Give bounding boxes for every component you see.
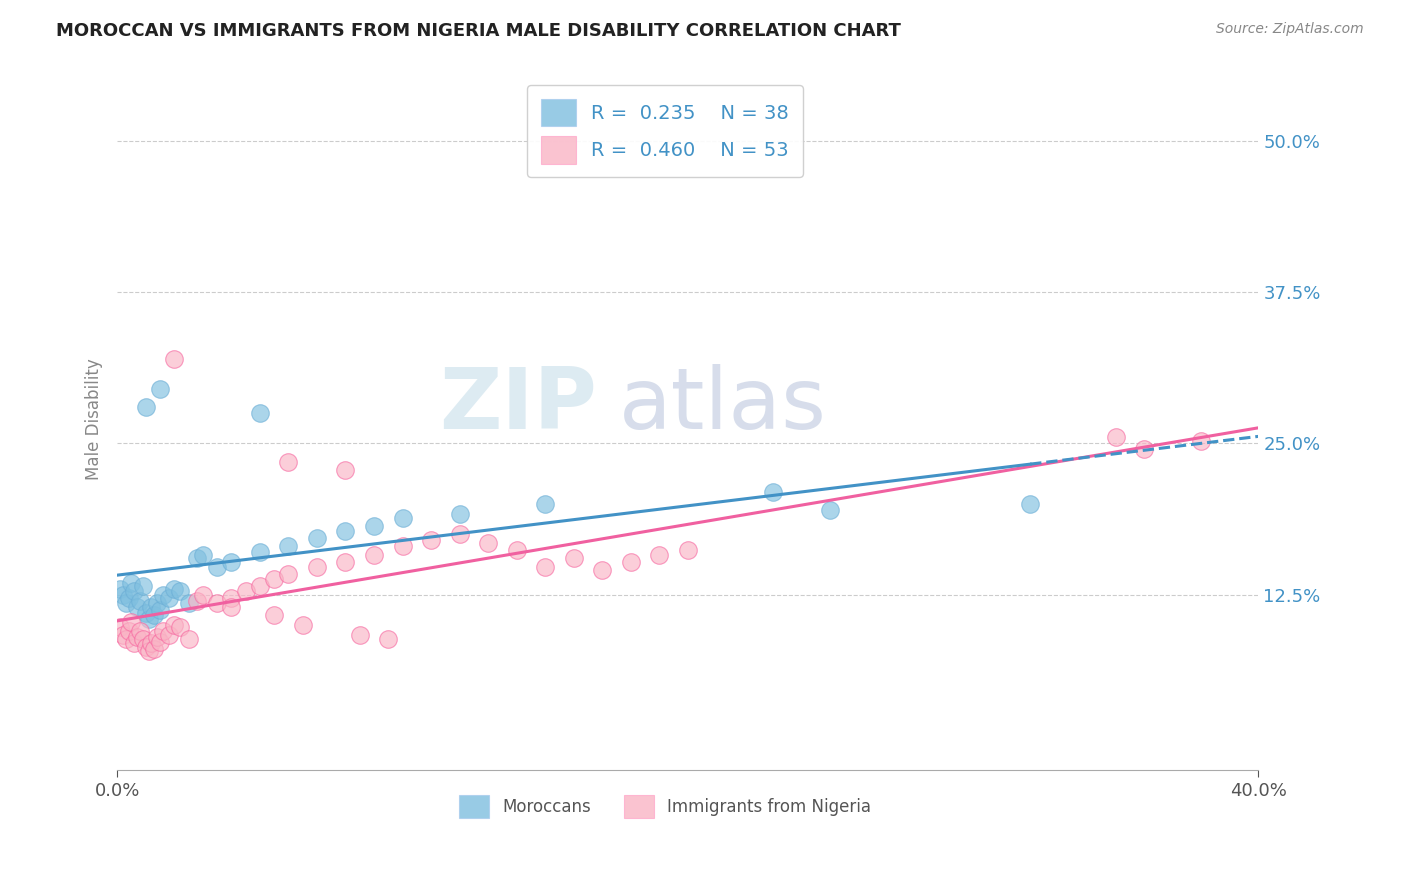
- Point: [146, 630, 169, 644]
- Point: [141, 599, 163, 614]
- Point: [111, 627, 134, 641]
- Point: [152, 588, 174, 602]
- Point: [477, 535, 499, 549]
- Point: [249, 545, 271, 559]
- Point: [335, 524, 357, 538]
- Point: [157, 627, 180, 641]
- Point: [117, 624, 139, 638]
- Point: [146, 596, 169, 610]
- Point: [205, 596, 228, 610]
- Point: [191, 548, 214, 562]
- Point: [111, 588, 134, 602]
- Point: [349, 627, 371, 641]
- Text: ZIP: ZIP: [439, 364, 596, 447]
- Point: [135, 640, 157, 654]
- Point: [129, 593, 152, 607]
- Point: [177, 596, 200, 610]
- Point: [120, 615, 142, 630]
- Point: [249, 406, 271, 420]
- Point: [221, 591, 243, 606]
- Point: [186, 551, 208, 566]
- Point: [163, 351, 186, 366]
- Point: [221, 599, 243, 614]
- Point: [249, 579, 271, 593]
- Point: [114, 596, 136, 610]
- Point: [127, 599, 149, 614]
- Point: [135, 606, 157, 620]
- Point: [391, 511, 413, 525]
- Legend: Moroccans, Immigrants from Nigeria: Moroccans, Immigrants from Nigeria: [451, 788, 877, 825]
- Point: [620, 555, 643, 569]
- Point: [449, 527, 471, 541]
- Point: [169, 620, 191, 634]
- Point: [277, 567, 299, 582]
- Point: [138, 612, 160, 626]
- Point: [132, 579, 155, 593]
- Point: [391, 539, 413, 553]
- Point: [534, 559, 557, 574]
- Point: [132, 632, 155, 647]
- Point: [1189, 434, 1212, 448]
- Point: [420, 533, 443, 548]
- Point: [363, 548, 385, 562]
- Point: [762, 484, 785, 499]
- Point: [221, 555, 243, 569]
- Point: [335, 555, 357, 569]
- Point: [1133, 442, 1156, 457]
- Point: [124, 636, 146, 650]
- Point: [1105, 430, 1128, 444]
- Point: [143, 608, 166, 623]
- Point: [135, 400, 157, 414]
- Text: MOROCCAN VS IMMIGRANTS FROM NIGERIA MALE DISABILITY CORRELATION CHART: MOROCCAN VS IMMIGRANTS FROM NIGERIA MALE…: [56, 22, 901, 40]
- Point: [648, 548, 671, 562]
- Point: [676, 542, 699, 557]
- Point: [562, 551, 585, 566]
- Point: [277, 454, 299, 468]
- Point: [124, 584, 146, 599]
- Point: [129, 624, 152, 638]
- Point: [377, 632, 399, 647]
- Point: [534, 497, 557, 511]
- Point: [149, 603, 172, 617]
- Point: [505, 542, 527, 557]
- Text: atlas: atlas: [620, 364, 827, 447]
- Y-axis label: Male Disability: Male Disability: [86, 359, 103, 480]
- Point: [305, 559, 328, 574]
- Point: [152, 624, 174, 638]
- Point: [363, 518, 385, 533]
- Point: [141, 636, 163, 650]
- Point: [191, 588, 214, 602]
- Point: [235, 584, 257, 599]
- Point: [163, 582, 186, 596]
- Point: [205, 559, 228, 574]
- Point: [169, 584, 191, 599]
- Text: Source: ZipAtlas.com: Source: ZipAtlas.com: [1216, 22, 1364, 37]
- Point: [138, 644, 160, 658]
- Point: [157, 591, 180, 606]
- Point: [1019, 497, 1042, 511]
- Point: [291, 618, 314, 632]
- Point: [335, 463, 357, 477]
- Point: [263, 572, 285, 586]
- Point: [127, 630, 149, 644]
- Point: [449, 507, 471, 521]
- Point: [149, 382, 172, 396]
- Point: [108, 582, 131, 596]
- Point: [163, 618, 186, 632]
- Point: [305, 531, 328, 545]
- Point: [108, 620, 131, 634]
- Point: [591, 564, 613, 578]
- Point: [143, 642, 166, 657]
- Point: [820, 503, 842, 517]
- Point: [114, 632, 136, 647]
- Point: [186, 593, 208, 607]
- Point: [177, 632, 200, 647]
- Point: [149, 635, 172, 649]
- Point: [120, 575, 142, 590]
- Point: [263, 608, 285, 623]
- Point: [277, 539, 299, 553]
- Point: [117, 591, 139, 606]
